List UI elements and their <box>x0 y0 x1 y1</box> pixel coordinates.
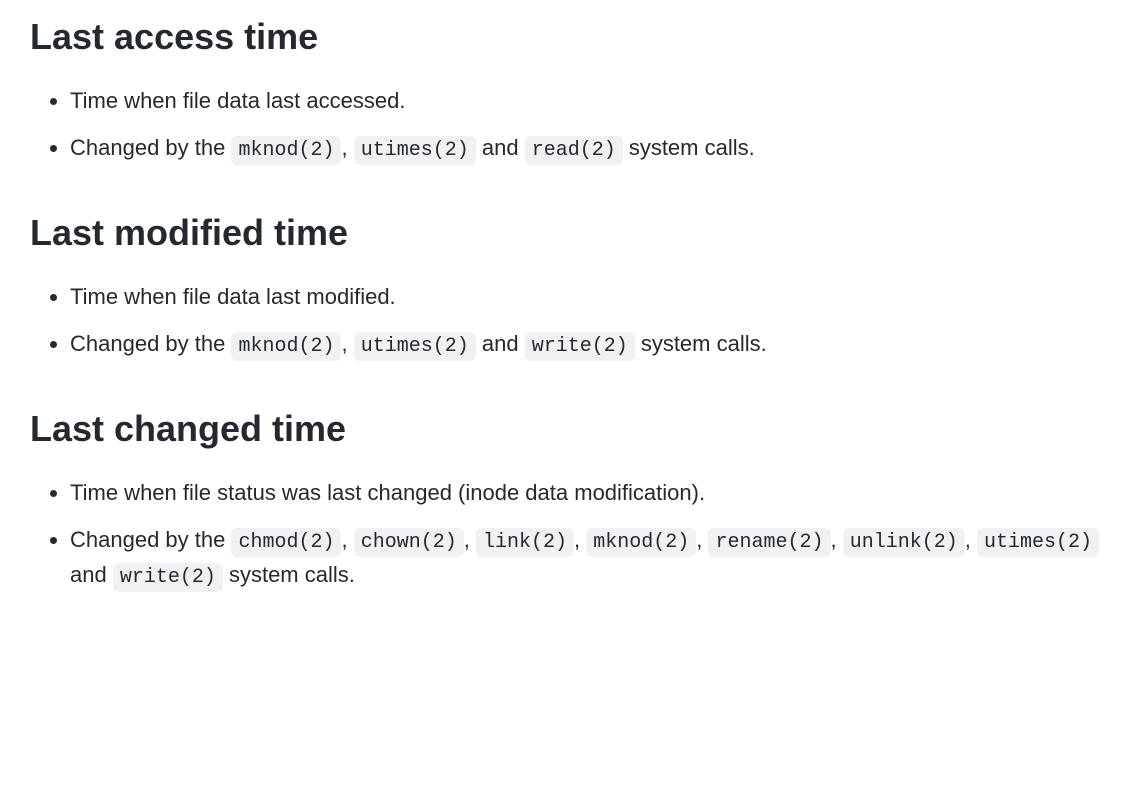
text-prefix: Changed by the <box>70 135 231 160</box>
separator: , <box>464 527 476 552</box>
section-heading: Last changed time <box>30 402 1110 456</box>
bullet-list: Time when file data last modified. Chang… <box>30 280 1110 362</box>
bullet-list: Time when file data last accessed. Chang… <box>30 84 1110 166</box>
separator: , <box>831 527 843 552</box>
separator: and <box>476 135 525 160</box>
text-prefix: Changed by the <box>70 527 231 552</box>
code-inline: link(2) <box>476 528 574 557</box>
code-inline: utimes(2) <box>977 528 1099 557</box>
list-item: Time when file data last accessed. <box>70 84 1110 117</box>
separator: , <box>341 135 353 160</box>
code-inline: mknod(2) <box>231 136 341 165</box>
code-inline: chown(2) <box>354 528 464 557</box>
text-suffix: system calls. <box>623 135 755 160</box>
separator: , <box>341 331 353 356</box>
list-item: Changed by the chmod(2), chown(2), link(… <box>70 523 1110 593</box>
separator: , <box>341 527 353 552</box>
list-item: Changed by the mknod(2), utimes(2) and r… <box>70 131 1110 166</box>
separator: and <box>476 331 525 356</box>
bullet-list: Time when file status was last changed (… <box>30 476 1110 593</box>
section-heading: Last access time <box>30 10 1110 64</box>
list-item: Time when file status was last changed (… <box>70 476 1110 509</box>
text-suffix: system calls. <box>223 562 355 587</box>
separator: and <box>70 562 113 587</box>
separator: , <box>574 527 586 552</box>
code-inline: write(2) <box>113 563 223 592</box>
text-prefix: Changed by the <box>70 331 231 356</box>
list-item: Changed by the mknod(2), utimes(2) and w… <box>70 327 1110 362</box>
code-inline: write(2) <box>525 332 635 361</box>
section-heading: Last modified time <box>30 206 1110 260</box>
code-inline: read(2) <box>525 136 623 165</box>
code-inline: chmod(2) <box>231 528 341 557</box>
code-inline: unlink(2) <box>843 528 965 557</box>
list-item: Time when file data last modified. <box>70 280 1110 313</box>
code-inline: mknod(2) <box>586 528 696 557</box>
code-inline: utimes(2) <box>354 136 476 165</box>
separator: , <box>965 527 977 552</box>
separator: , <box>696 527 708 552</box>
code-inline: rename(2) <box>708 528 830 557</box>
code-inline: utimes(2) <box>354 332 476 361</box>
code-inline: mknod(2) <box>231 332 341 361</box>
text-suffix: system calls. <box>635 331 767 356</box>
